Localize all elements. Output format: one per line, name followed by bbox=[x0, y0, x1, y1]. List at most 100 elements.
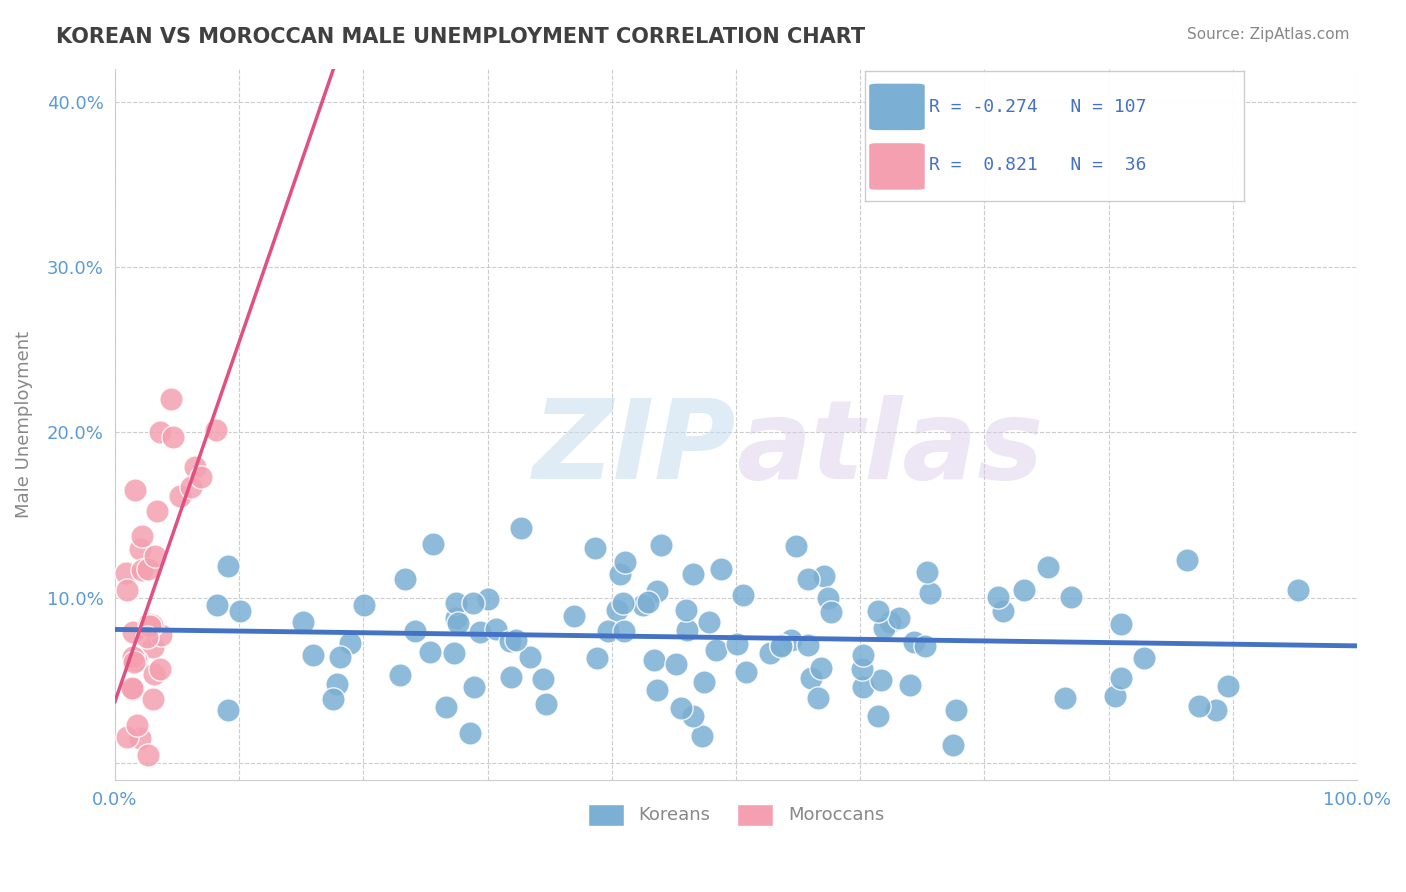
Point bbox=[887, 611, 910, 625]
Point bbox=[1111, 617, 1133, 632]
Point bbox=[1104, 689, 1126, 703]
Point bbox=[485, 623, 508, 637]
Text: atlas: atlas bbox=[735, 395, 1043, 502]
Point bbox=[682, 566, 704, 581]
Point bbox=[128, 731, 150, 746]
Point bbox=[645, 584, 668, 599]
Point bbox=[131, 529, 153, 543]
Point bbox=[866, 604, 889, 618]
Point bbox=[870, 673, 893, 688]
Point bbox=[394, 572, 416, 586]
Point bbox=[643, 652, 665, 666]
Point bbox=[903, 634, 925, 648]
Point bbox=[873, 621, 896, 635]
Point bbox=[779, 633, 801, 648]
Point bbox=[142, 640, 165, 655]
Point bbox=[325, 677, 347, 691]
Point bbox=[463, 680, 485, 694]
Point bbox=[851, 663, 873, 677]
Point bbox=[1175, 553, 1198, 567]
Point bbox=[810, 660, 832, 674]
Point bbox=[852, 680, 875, 694]
FancyBboxPatch shape bbox=[869, 143, 925, 190]
Point bbox=[446, 610, 468, 624]
Point bbox=[800, 671, 823, 685]
Point bbox=[443, 646, 465, 660]
Point bbox=[583, 541, 606, 555]
Point bbox=[1060, 591, 1083, 605]
Point bbox=[150, 628, 173, 642]
Point bbox=[693, 675, 716, 690]
Point bbox=[645, 683, 668, 698]
Point bbox=[122, 624, 145, 639]
Point bbox=[519, 650, 541, 665]
Point bbox=[138, 617, 160, 632]
Point bbox=[458, 726, 481, 740]
Point bbox=[292, 615, 315, 629]
Point bbox=[447, 615, 470, 630]
Point bbox=[146, 504, 169, 518]
Point bbox=[404, 624, 426, 638]
Point bbox=[419, 644, 441, 658]
Point bbox=[121, 649, 143, 664]
Point bbox=[217, 703, 239, 717]
Point bbox=[136, 747, 159, 762]
Point bbox=[136, 562, 159, 576]
Point bbox=[121, 681, 143, 695]
Point bbox=[676, 623, 699, 637]
Point bbox=[612, 596, 634, 610]
Point bbox=[1133, 650, 1156, 665]
Point bbox=[609, 567, 631, 582]
Point bbox=[122, 655, 145, 669]
Point bbox=[697, 615, 720, 630]
Text: R =  0.821   N =  36: R = 0.821 N = 36 bbox=[929, 156, 1147, 174]
Text: R = -0.274   N = 107: R = -0.274 N = 107 bbox=[929, 98, 1147, 116]
Point bbox=[820, 605, 842, 619]
Point bbox=[1288, 582, 1310, 597]
Point bbox=[388, 668, 411, 682]
Point bbox=[217, 559, 239, 574]
Point bbox=[879, 615, 901, 630]
Point bbox=[807, 691, 830, 706]
Point bbox=[585, 651, 607, 665]
Point bbox=[139, 619, 162, 633]
Point bbox=[1188, 699, 1211, 714]
Point bbox=[114, 566, 136, 581]
Point bbox=[613, 624, 636, 638]
Point bbox=[1218, 679, 1240, 693]
Point bbox=[813, 569, 835, 583]
Point bbox=[1012, 582, 1035, 597]
Point bbox=[1205, 703, 1227, 717]
Point bbox=[115, 730, 138, 744]
Point bbox=[606, 603, 628, 617]
Text: Source: ZipAtlas.com: Source: ZipAtlas.com bbox=[1187, 27, 1350, 42]
Point bbox=[531, 673, 554, 687]
Point bbox=[505, 633, 527, 648]
Point bbox=[596, 624, 619, 638]
Text: KOREAN VS MOROCCAN MALE UNEMPLOYMENT CORRELATION CHART: KOREAN VS MOROCCAN MALE UNEMPLOYMENT COR… bbox=[56, 27, 865, 46]
Point bbox=[852, 648, 875, 663]
Point bbox=[499, 634, 522, 648]
Point bbox=[141, 618, 163, 632]
Point bbox=[631, 598, 654, 612]
Point bbox=[149, 662, 172, 676]
Point bbox=[898, 677, 921, 691]
Point bbox=[131, 563, 153, 577]
Point bbox=[1053, 690, 1076, 705]
Legend: Koreans, Moroccans: Koreans, Moroccans bbox=[579, 795, 893, 835]
Point bbox=[797, 572, 820, 586]
Point bbox=[477, 591, 499, 606]
Point bbox=[1109, 671, 1132, 685]
Point bbox=[329, 650, 352, 665]
Point bbox=[205, 423, 228, 437]
Point bbox=[501, 669, 523, 683]
Point bbox=[142, 667, 165, 681]
Point bbox=[918, 586, 941, 600]
Text: ZIP: ZIP bbox=[533, 395, 735, 502]
Point bbox=[124, 483, 146, 498]
Point bbox=[614, 555, 637, 569]
Point bbox=[135, 630, 157, 644]
Point bbox=[785, 540, 807, 554]
Point bbox=[650, 538, 672, 552]
Point bbox=[128, 542, 150, 557]
